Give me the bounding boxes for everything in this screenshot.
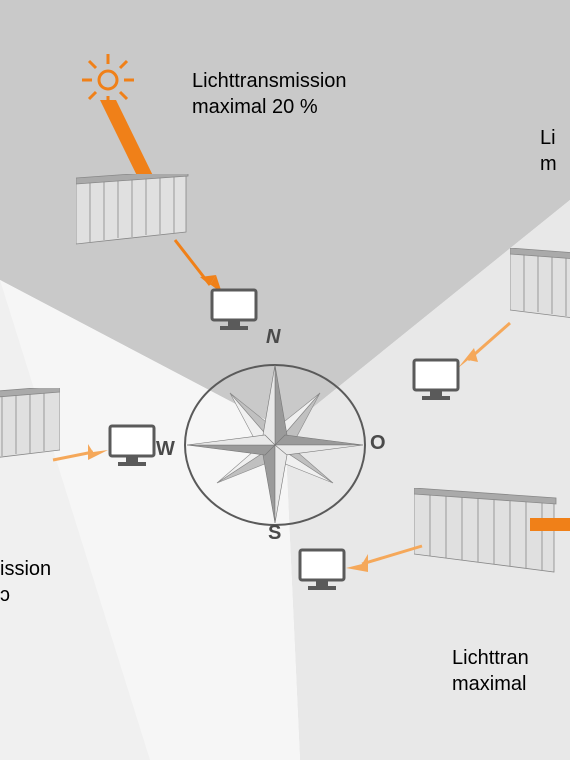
- label-east-line2: m: [540, 151, 557, 177]
- label-east: Li m: [540, 125, 557, 177]
- label-east-line1: Li: [540, 125, 557, 151]
- label-west: ission ɔ: [0, 556, 51, 608]
- label-west-line2: ɔ: [0, 582, 51, 608]
- beam-southeast: [530, 510, 570, 540]
- monitor-north: [208, 288, 260, 332]
- label-north: Lichttransmission maximal 20 %: [192, 68, 347, 120]
- monitor-west: [106, 424, 158, 468]
- label-north-line1: Lichttransmission: [192, 68, 347, 94]
- label-southeast: Lichttran maximal: [452, 645, 529, 697]
- blind-east: [510, 248, 570, 328]
- compass-w: W: [156, 438, 175, 461]
- label-north-line2: maximal 20 %: [192, 94, 347, 120]
- label-southeast-line2: maximal: [452, 671, 529, 697]
- label-west-line1: ission: [0, 556, 51, 582]
- compass-o: O: [370, 432, 386, 455]
- compass-s: S: [268, 522, 281, 545]
- arrow-west: [48, 440, 113, 480]
- compass-n: N: [266, 326, 280, 349]
- label-southeast-line1: Lichttran: [452, 645, 529, 671]
- monitor-east: [410, 358, 462, 402]
